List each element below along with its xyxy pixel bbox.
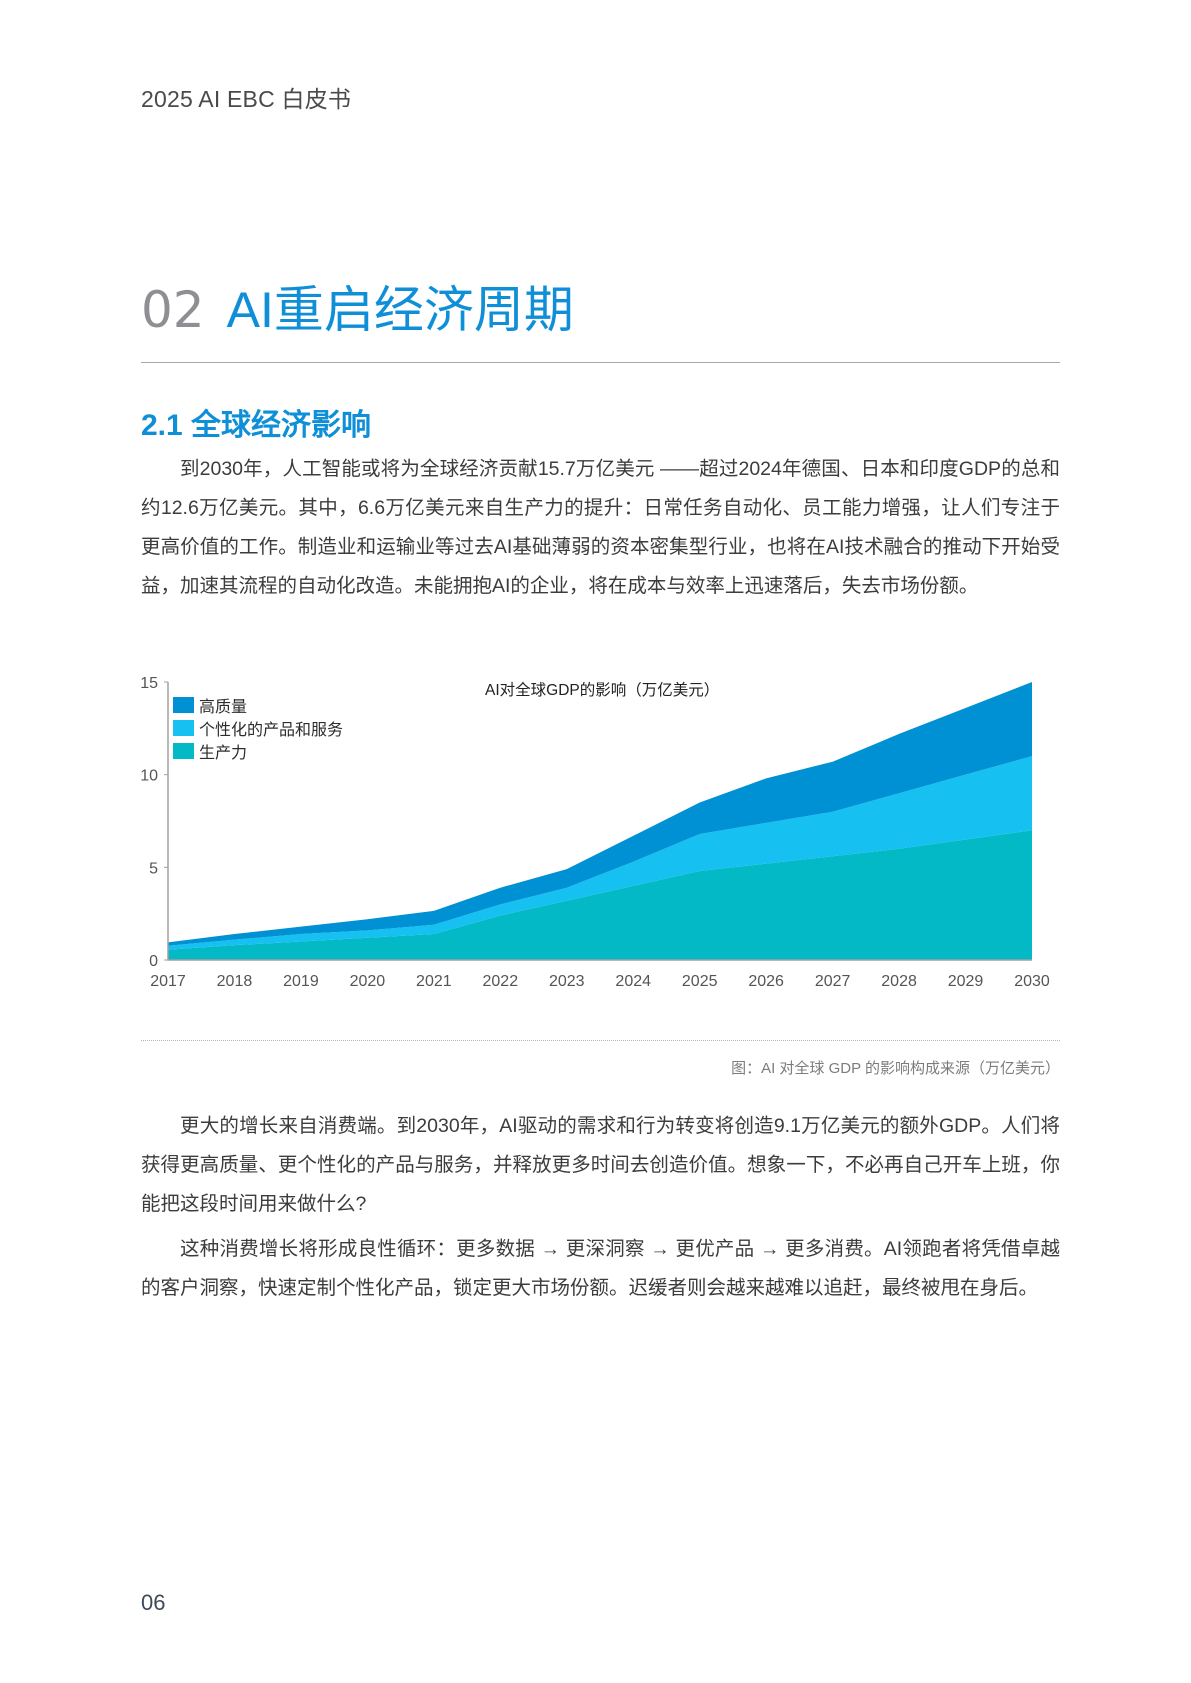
legend-item-quality: 高质量 bbox=[173, 693, 343, 716]
legend-swatch-personalization bbox=[173, 719, 194, 736]
x-tick-label: 2023 bbox=[549, 973, 585, 990]
chapter-title: 02 AI重启经济周期 bbox=[141, 280, 574, 340]
figure-caption: 图：AI 对全球 GDP 的影响构成来源（万亿美元） bbox=[731, 1060, 1060, 1077]
section-title: 2.1 全球经济影响 bbox=[141, 409, 372, 442]
paragraph-2: 更大的增长来自消费端。到2030年，AI驱动的需求和行为转变将创造9.1万亿美元… bbox=[141, 1115, 1060, 1215]
x-tick-label: 2026 bbox=[748, 973, 784, 990]
page-number: 06 bbox=[141, 1590, 166, 1615]
chart-legend: 高质量 个性化的产品和服务 生产力 bbox=[173, 693, 343, 762]
paragraph-3: 这种消费增长将形成良性循环：更多数据 → 更深洞察 → 更优产品 → 更多消费。… bbox=[141, 1238, 1060, 1299]
legend-item-personalization: 个性化的产品和服务 bbox=[173, 716, 343, 739]
legend-swatch-productivity bbox=[173, 742, 194, 759]
legend-label: 生产力 bbox=[199, 744, 248, 762]
legend-item-productivity: 生产力 bbox=[173, 739, 343, 762]
chart-title: AI对全球GDP的影响（万亿美元） bbox=[485, 682, 720, 699]
chapter-number: 02 bbox=[141, 281, 205, 339]
x-tick-label: 2028 bbox=[881, 973, 917, 990]
x-tick-label: 2022 bbox=[483, 973, 519, 990]
chapter-divider bbox=[141, 362, 1060, 363]
y-tick-label: 10 bbox=[140, 768, 158, 785]
legend-label: 高质量 bbox=[199, 698, 248, 716]
y-tick-label: 15 bbox=[140, 675, 158, 692]
x-tick-label: 2024 bbox=[615, 973, 651, 990]
chapter-name: AI重启经济周期 bbox=[226, 282, 574, 338]
y-tick-label: 5 bbox=[149, 860, 158, 877]
x-tick-label: 2029 bbox=[948, 973, 984, 990]
figure-divider bbox=[141, 1040, 1060, 1041]
paragraph-1: 到2030年，人工智能或将为全球经济贡献15.7万亿美元 ——超过2024年德国… bbox=[141, 458, 1060, 597]
x-tick-label: 2025 bbox=[682, 973, 718, 990]
area-series bbox=[168, 830, 1032, 960]
area-series bbox=[168, 756, 1032, 950]
running-header: 2025 AI EBC 白皮书 bbox=[141, 86, 352, 112]
y-tick-label: 0 bbox=[149, 953, 158, 970]
legend-swatch-quality bbox=[173, 696, 194, 713]
x-tick-label: 2018 bbox=[217, 973, 253, 990]
x-tick-label: 2030 bbox=[1014, 973, 1050, 990]
chart-canvas: 0 5 10 15 2017 2018 2019 2020 2021 2022 2023 2024 20… bbox=[140, 675, 1050, 990]
x-tick-label: 2017 bbox=[150, 973, 186, 990]
x-tick-label: 2021 bbox=[416, 973, 452, 990]
x-tick-label: 2027 bbox=[815, 973, 851, 990]
x-tick-label: 2019 bbox=[283, 973, 319, 990]
x-tick-label: 2020 bbox=[350, 973, 386, 990]
legend-label: 个性化的产品和服务 bbox=[199, 721, 344, 739]
stacked-area-chart: 0 5 10 15 2017 2018 2019 2020 2021 2022 2023 2024 20… bbox=[120, 670, 1080, 1005]
